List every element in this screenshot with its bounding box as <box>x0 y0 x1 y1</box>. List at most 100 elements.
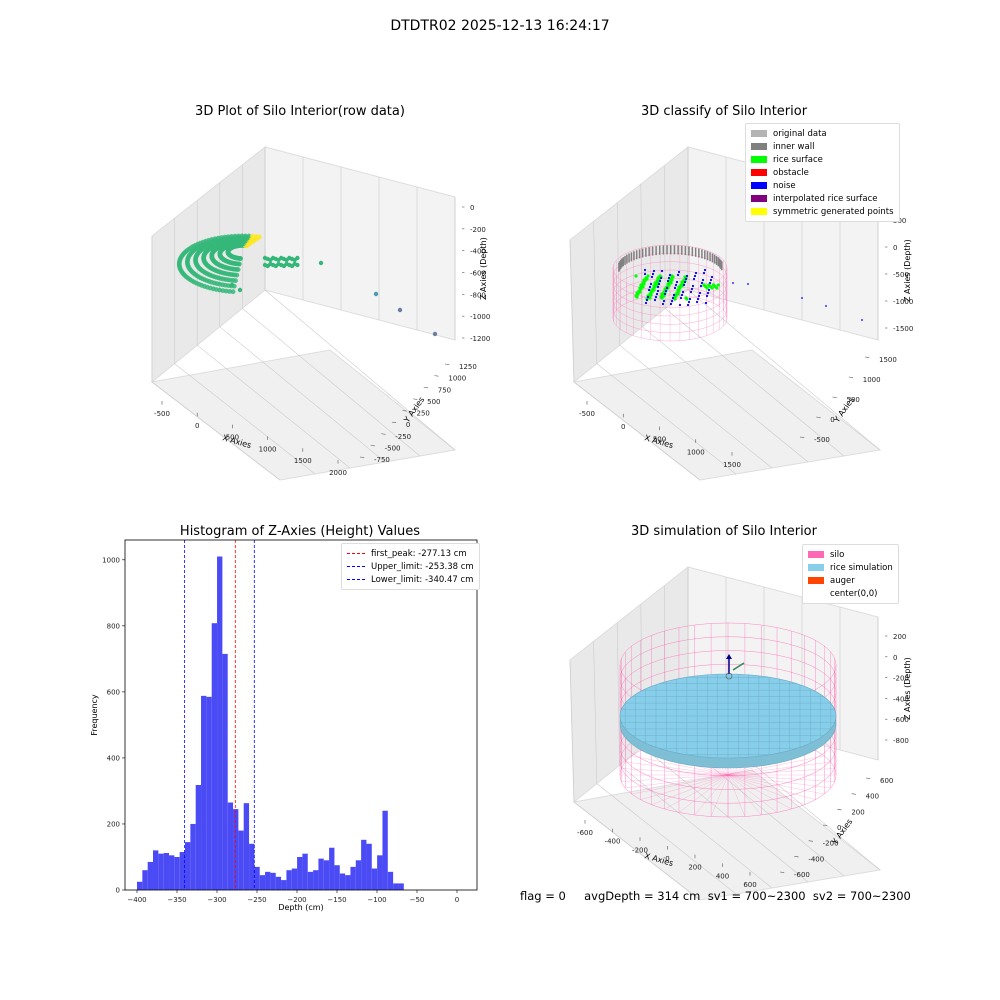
inner-wall-point <box>638 249 641 259</box>
inner-wall-point <box>670 245 672 255</box>
rice-surface-point <box>644 276 648 280</box>
noise-point <box>643 268 647 272</box>
x-axis-tick-label: 1500 <box>723 461 741 469</box>
y-axis-tick-label: -200 <box>823 840 839 848</box>
noise-point <box>669 302 673 306</box>
data-point <box>232 233 238 239</box>
inner-wall-point <box>618 261 621 271</box>
inner-wall-point <box>622 257 625 267</box>
noise-point <box>663 292 667 296</box>
x-axis-tick-label: 500 <box>226 434 239 442</box>
histogram-bar <box>355 860 362 890</box>
histogram-bar <box>318 858 324 890</box>
rice-surface-point <box>648 292 652 296</box>
auger-marker <box>732 662 745 671</box>
noise-point <box>681 290 685 294</box>
data-point <box>229 282 235 288</box>
histogram-bar <box>233 809 239 890</box>
histogram-bar <box>137 881 143 890</box>
y-axis-tick-label: 1500 <box>879 356 897 364</box>
noise-point <box>696 297 700 301</box>
histogram-bar <box>254 866 260 890</box>
y-axis-tick-mark <box>864 356 870 358</box>
simulation-legend: silo rice simulation auger center(0,0) <box>802 544 899 604</box>
noise-point <box>668 273 672 277</box>
rice-surface-point <box>635 291 639 295</box>
y-axis-tick-label: 0 <box>406 421 410 429</box>
noise-point <box>699 284 703 288</box>
legend-swatch <box>751 195 767 202</box>
y-axis-tick-mark <box>402 410 407 412</box>
histogram-bar <box>206 696 212 890</box>
inner-wall-point <box>694 247 697 257</box>
legend-swatch <box>751 143 767 150</box>
legend-swatch <box>808 577 824 584</box>
inner-wall-point <box>698 248 700 258</box>
silo-floor-spoke <box>727 774 816 800</box>
noise-point <box>704 301 708 305</box>
silo-floor-spoke <box>727 768 835 776</box>
noise-point <box>747 283 749 285</box>
y-tick-label: 0 <box>116 887 120 895</box>
inner-wall-point <box>626 254 628 264</box>
histogram-bar <box>195 785 202 890</box>
noise-point <box>658 279 662 283</box>
z-axis-tick-label: 0 <box>893 654 897 662</box>
noise-point <box>801 297 803 299</box>
histogram-bar <box>281 880 287 890</box>
data-point <box>318 260 324 266</box>
data-point <box>237 287 243 293</box>
silo-floor-spoke <box>631 755 729 776</box>
histogram-bar <box>398 883 404 890</box>
y-axis-tick-label: -750 <box>374 456 390 464</box>
noise-point <box>707 288 711 292</box>
inner-wall-point <box>681 245 683 255</box>
legend-entry: Lower_limit: -340.47 cm <box>347 573 474 586</box>
noise-point <box>661 302 665 306</box>
y-axis-tick-mark <box>359 456 365 458</box>
noise-point <box>656 285 660 289</box>
z-axis-tick-label: -1000 <box>893 298 913 306</box>
rice-surface-point <box>649 289 653 293</box>
rice-surface-point <box>637 289 641 293</box>
inner-wall-point <box>651 246 654 256</box>
z-axis-tick-label: -400 <box>893 695 909 703</box>
y-axis-tick-mark <box>370 445 375 447</box>
histogram-bar <box>201 695 207 890</box>
y-axis-tick-mark <box>444 363 450 365</box>
z-axis-tick-label: -1000 <box>470 313 490 321</box>
rice-surface-point <box>666 282 670 286</box>
inner-wall-point <box>713 254 716 264</box>
y-axis-tick-mark <box>799 436 805 438</box>
noise-point <box>662 299 666 303</box>
axis-ticks: −400 −350 −300 −250 −200 −150 −100 −50 0 0 200 400 6… <box>102 556 459 904</box>
inner-wall-point <box>717 257 719 267</box>
noise-point <box>703 268 707 272</box>
x-axis-tick-label: 600 <box>743 881 756 889</box>
histogram-bar <box>297 856 303 890</box>
noise-point <box>701 278 705 282</box>
x-axis-tick-label: 0 <box>665 855 669 863</box>
x-tick-label: −50 <box>410 896 425 904</box>
legend-swatch <box>808 564 824 571</box>
noise-point <box>861 319 863 321</box>
histogram-bar <box>211 623 218 890</box>
rice-surface-point <box>639 283 643 287</box>
y-tick-label: 800 <box>107 622 120 630</box>
rice-surface-point <box>679 283 683 287</box>
noise-point <box>705 294 709 298</box>
z-axis-label: Z Axies (Depth) <box>903 239 912 302</box>
legend-line-swatch <box>347 579 365 580</box>
rice-surface-point <box>683 275 687 279</box>
data-point <box>229 234 234 239</box>
legend-entry: silo <box>808 548 893 561</box>
legend-entry: auger <box>808 574 893 587</box>
rice-surface-point <box>652 284 656 288</box>
noise-point <box>660 269 664 273</box>
z-axis-tick-label: 500 <box>893 217 906 225</box>
inner-wall-point <box>621 258 623 268</box>
center-arrow <box>726 654 732 659</box>
rice-surface-point <box>658 274 662 278</box>
x-tick-label: 0 <box>455 896 459 904</box>
legend-label: rice simulation <box>830 562 893 573</box>
